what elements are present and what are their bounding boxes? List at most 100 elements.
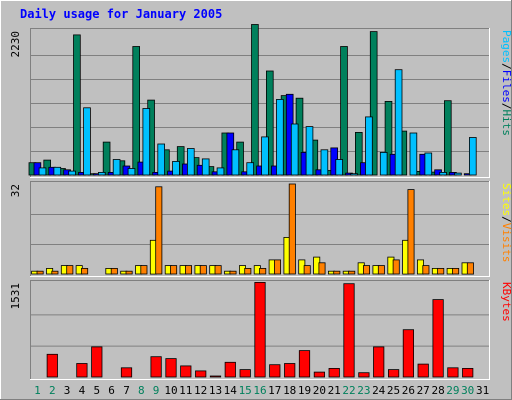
bar-visits-day-16 xyxy=(259,267,267,275)
bar-visits-day-4 xyxy=(81,267,89,275)
day-label-24: 24 xyxy=(372,384,386,397)
bar-visits-day-19 xyxy=(303,265,311,275)
day-label-11: 11 xyxy=(179,384,192,397)
bar-visits-day-13 xyxy=(214,265,222,275)
bar-kbytes-day-4 xyxy=(76,363,88,378)
bar-hits-day-6 xyxy=(102,141,111,176)
ymax-label-middle: 32 xyxy=(9,184,22,197)
legend-entry-visits: Visits xyxy=(500,223,512,263)
bar-kbytes-day-2 xyxy=(46,353,58,378)
day-label-17: 17 xyxy=(268,384,281,397)
bar-kbytes-day-28 xyxy=(432,299,444,378)
bar-kbytes-day-9 xyxy=(150,356,162,378)
day-label-21: 21 xyxy=(328,384,341,397)
day-label-3: 3 xyxy=(64,384,71,397)
day-labels: 1 2 3 4 5 6 7 8 9 10 11 12 13 14 15 16 17 18 19 20 21 22 23 24 2… xyxy=(34,384,489,397)
day-label-22: 22 xyxy=(342,384,355,397)
bar-visits-day-18 xyxy=(288,183,296,275)
bar-kbytes-day-30 xyxy=(462,367,474,378)
bar-kbytes-day-10 xyxy=(165,358,177,378)
bar-kbytes-day-5 xyxy=(91,346,103,378)
bar-visits-day-22 xyxy=(348,270,356,275)
bar-pages-day-14 xyxy=(231,149,240,176)
bar-pages-day-13 xyxy=(216,167,225,176)
day-label-5: 5 xyxy=(93,384,100,397)
bar-visits-day-10 xyxy=(170,265,178,275)
bar-pages-day-18 xyxy=(290,123,299,176)
panel-bottom: 1531 KBytes xyxy=(9,280,512,380)
day-label-29: 29 xyxy=(446,384,459,397)
bar-kbytes-day-22 xyxy=(343,283,355,378)
bar-pages-day-20 xyxy=(320,149,329,176)
bar-pages-day-2 xyxy=(53,166,62,176)
bar-hits-day-29 xyxy=(443,100,452,176)
bar-visits-day-26 xyxy=(407,189,415,275)
bar-hits-day-8 xyxy=(132,46,141,176)
day-label-4: 4 xyxy=(79,384,86,397)
bar-visits-day-24 xyxy=(377,265,385,275)
bar-kbytes-day-27 xyxy=(417,363,429,378)
bar-visits-day-2 xyxy=(51,270,59,275)
legend-entry-sites: Sites xyxy=(500,183,512,216)
day-label-2: 2 xyxy=(49,384,56,397)
day-label-23: 23 xyxy=(357,384,370,397)
bar-kbytes-day-7 xyxy=(120,367,133,378)
day-label-26: 26 xyxy=(402,384,415,397)
bar-pages-day-30 xyxy=(468,137,477,176)
bar-visits-day-8 xyxy=(140,265,148,275)
bar-visits-day-9 xyxy=(155,186,163,275)
day-label-6: 6 xyxy=(108,384,115,397)
bar-visits-day-3 xyxy=(66,265,74,275)
bar-kbytes-day-20 xyxy=(313,371,326,378)
ymax-label-bottom: 1531 xyxy=(9,283,22,310)
legend-entry-files: Files xyxy=(500,70,512,103)
bar-kbytes-day-23 xyxy=(358,372,370,378)
bar-visits-day-1 xyxy=(36,270,44,275)
day-label-16: 16 xyxy=(253,384,266,397)
day-label-19: 19 xyxy=(298,384,311,397)
bar-visits-day-28 xyxy=(437,267,445,275)
day-label-9: 9 xyxy=(153,384,160,397)
bar-kbytes-day-14 xyxy=(224,361,236,378)
bar-pages-day-15 xyxy=(246,162,255,176)
bar-hits-day-16 xyxy=(251,24,259,176)
bar-hits-day-11 xyxy=(176,146,185,176)
bar-hits-day-22 xyxy=(340,46,348,176)
bar-visits-day-15 xyxy=(244,267,252,275)
bar-pages-day-19 xyxy=(305,126,314,176)
series-visits xyxy=(36,183,474,275)
legend-entry-pages: Pages xyxy=(500,30,512,63)
day-label-14: 14 xyxy=(224,384,238,397)
bar-hits-day-23 xyxy=(354,131,363,176)
bar-pages-day-1 xyxy=(38,167,47,176)
bar-pages-day-4 xyxy=(83,107,91,176)
bar-visits-day-21 xyxy=(333,270,341,275)
bar-visits-day-6 xyxy=(110,267,118,275)
day-label-25: 25 xyxy=(387,384,400,397)
bar-pages-day-28 xyxy=(439,171,447,176)
bar-kbytes-day-29 xyxy=(447,367,459,378)
bar-pages-day-22 xyxy=(350,173,358,176)
day-label-12: 12 xyxy=(194,384,207,397)
legend-entry-kbytes: KBytes xyxy=(500,282,512,322)
bar-pages-day-24 xyxy=(379,151,388,176)
day-label-20: 20 xyxy=(313,384,326,397)
series-files xyxy=(33,93,472,176)
bar-visits-day-23 xyxy=(362,265,370,275)
bar-kbytes-day-12 xyxy=(195,370,207,378)
day-label-8: 8 xyxy=(138,384,145,397)
bar-kbytes-day-21 xyxy=(328,367,340,378)
day-label-18: 18 xyxy=(283,384,296,397)
bar-kbytes-day-16 xyxy=(254,281,266,378)
bar-pages-day-12 xyxy=(201,158,210,176)
day-label-27: 27 xyxy=(417,384,430,397)
bar-visits-day-25 xyxy=(392,259,400,275)
series-kbytes xyxy=(46,281,474,378)
bar-pages-day-6 xyxy=(112,159,121,176)
day-label-13: 13 xyxy=(209,384,222,397)
bar-hits-day-24 xyxy=(369,31,378,176)
bar-hits-day-17 xyxy=(265,70,274,176)
bar-kbytes-day-15 xyxy=(239,369,251,378)
